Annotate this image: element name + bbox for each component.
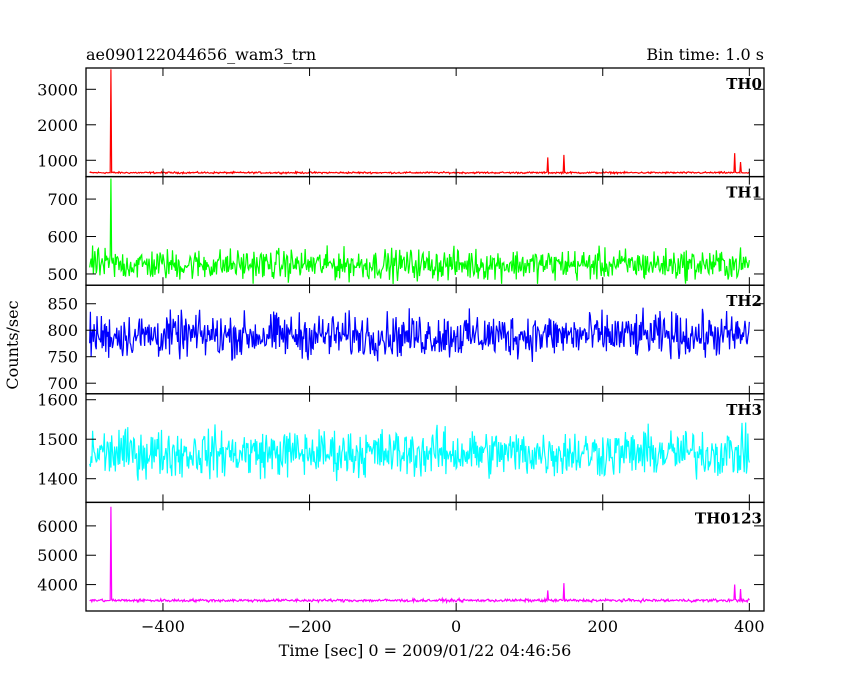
x-tick-label: 0	[451, 617, 461, 636]
x-tick-label: 200	[587, 617, 618, 636]
x-tick-label: −200	[288, 617, 332, 636]
panel-label: TH1	[726, 184, 762, 202]
y-tick-label: 4000	[37, 576, 78, 595]
y-tick-label: 5000	[37, 546, 78, 565]
y-tick-label: 600	[47, 228, 78, 247]
panel-label: TH2	[726, 292, 762, 310]
y-tick-label: 500	[47, 265, 78, 284]
chart-title: ae090122044656_wam3_trn	[86, 45, 316, 64]
y-tick-label: 800	[47, 321, 78, 340]
y-tick-label: 1000	[37, 151, 78, 170]
y-tick-label: 850	[47, 295, 78, 314]
series-line-th1	[89, 178, 750, 284]
y-tick-label: 3000	[37, 80, 78, 99]
y-tick-label: 1500	[37, 430, 78, 449]
series-line-th0123	[89, 506, 750, 605]
panel-label: TH0	[726, 75, 762, 93]
y-tick-label: 6000	[37, 517, 78, 536]
series-line-th3	[89, 422, 750, 482]
series-line-th2	[89, 307, 750, 362]
y-tick-label: 700	[47, 190, 78, 209]
y-tick-label: 1400	[37, 470, 78, 489]
bin-time-label: Bin time: 1.0 s	[646, 45, 764, 64]
y-tick-label: 750	[47, 348, 78, 367]
y-tick-label: 700	[47, 374, 78, 393]
panel-th0123: 4000 5000 6000 TH0123	[37, 501, 765, 612]
panel-label: TH0123	[695, 509, 762, 527]
y-axis-label: Counts/sec	[3, 300, 22, 389]
y-tick-label: 1600	[37, 391, 78, 410]
series-line-th0	[89, 69, 750, 176]
panel-label: TH3	[726, 401, 762, 419]
x-axis-label: Time [sec] 0 = 2009/01/22 04:46:56	[279, 641, 572, 660]
x-tick-label: 400	[734, 617, 765, 636]
x-tick-label: −400	[141, 617, 185, 636]
y-tick-label: 2000	[37, 116, 78, 135]
panel-frame	[85, 501, 765, 612]
panel-th2: 700 750 800 850 TH2	[47, 284, 765, 395]
